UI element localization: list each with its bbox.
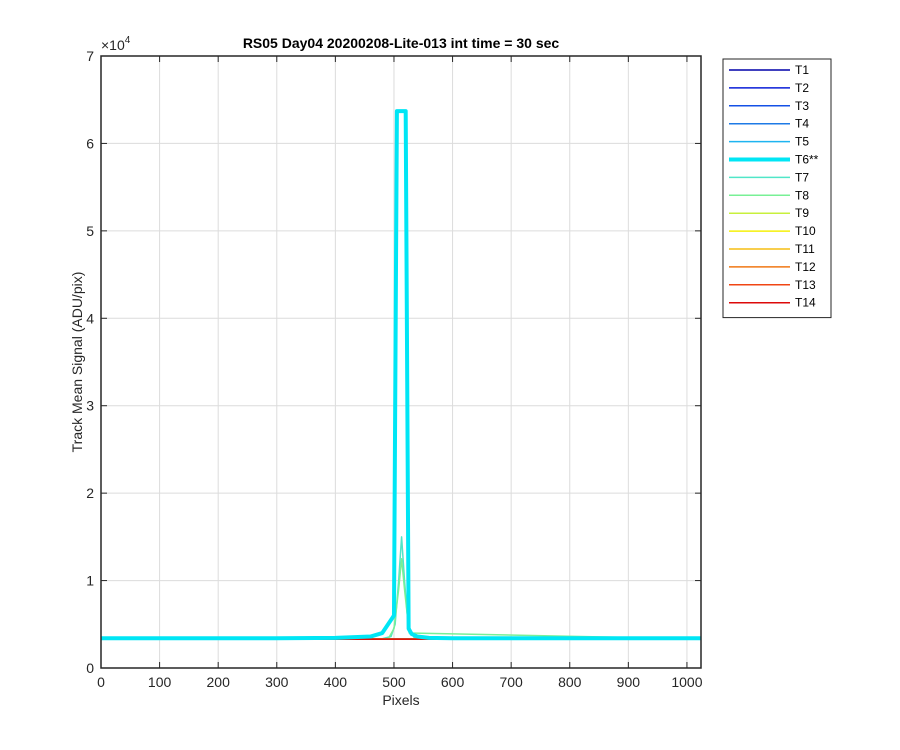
x-tick-label: 100 <box>148 674 172 690</box>
legend-label: T8 <box>795 188 809 202</box>
legend-label: T12 <box>795 260 816 274</box>
x-tick-label: 1000 <box>671 674 702 690</box>
y-tick-label: 1 <box>86 573 94 589</box>
x-tick-label: 700 <box>499 674 523 690</box>
legend-label: T2 <box>795 81 809 95</box>
legend-label: T13 <box>795 278 816 292</box>
y-tick-label: 6 <box>86 135 94 151</box>
y-axis-exponent-power: 4 <box>125 35 131 46</box>
axes-box <box>100 55 702 669</box>
x-tick-label: 800 <box>558 674 582 690</box>
x-tick-label: 300 <box>265 674 289 690</box>
chart-title: RS05 Day04 20200208-Lite-013 int time = … <box>243 35 560 51</box>
y-tick-label: 3 <box>86 398 94 414</box>
x-tick-label: 500 <box>382 674 406 690</box>
x-tick-label: 400 <box>324 674 348 690</box>
legend-label: T6** <box>795 153 819 167</box>
legend-label: T11 <box>795 242 815 256</box>
grid <box>100 56 701 668</box>
x-tick-label: 200 <box>207 674 231 690</box>
x-tick-label: 900 <box>617 674 641 690</box>
y-tick-label: 7 <box>86 48 94 64</box>
y-tick-label: 0 <box>86 660 94 676</box>
x-axis-label: Pixels <box>382 692 419 708</box>
legend-label: T1 <box>795 63 809 77</box>
y-axis-exponent: ×104 <box>101 35 131 53</box>
y-tick-label: 4 <box>86 310 94 326</box>
y-tick-label: 5 <box>86 223 94 239</box>
y-tick-label: 2 <box>86 485 94 501</box>
y-axis-label: Track Mean Signal (ADU/pix) <box>69 272 85 453</box>
legend: T1 T2 T3 T4 T5 T6** T7 T8 T9 T10 T11 T12 T13 T14 <box>722 58 832 319</box>
series-line-t6 <box>101 109 701 641</box>
y-axis-exponent-base: ×10 <box>101 37 125 53</box>
legend-box <box>722 58 832 319</box>
legend-label: T14 <box>795 296 816 310</box>
legend-label: T5 <box>795 135 809 149</box>
legend-label: T3 <box>795 99 809 113</box>
x-tick-label: 600 <box>441 674 465 690</box>
series-lines <box>101 109 701 641</box>
legend-label: T9 <box>795 206 809 220</box>
plot-area <box>101 56 701 668</box>
legend-label: T4 <box>795 117 809 131</box>
legend-label: T7 <box>795 170 809 184</box>
axis-ticks: 0 100 200 300 400 500 600 700 800 900 1000 0 1 2 3 4 5 6 7 <box>86 48 703 690</box>
x-tick-label: 0 <box>97 674 105 690</box>
legend-label: T10 <box>795 224 816 238</box>
